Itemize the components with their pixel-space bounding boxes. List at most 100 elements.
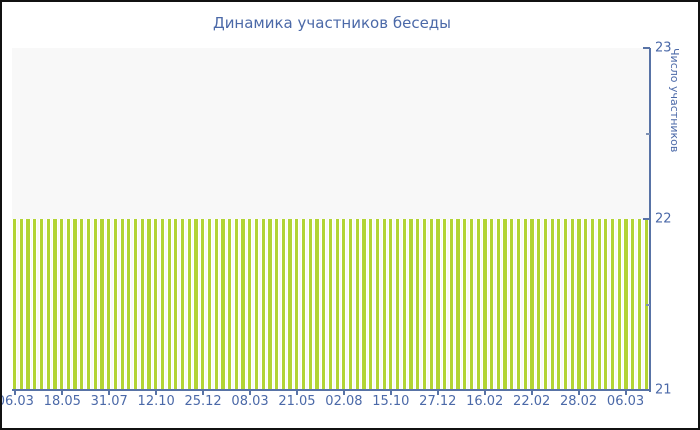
x-axis-tick-label: 25.12: [184, 394, 222, 409]
x-axis-tick: [342, 391, 345, 395]
bar: [193, 219, 199, 390]
bar: [347, 219, 354, 390]
bar: [99, 219, 105, 390]
bar: [529, 219, 535, 390]
bar: [287, 219, 293, 390]
bar: [636, 219, 643, 390]
x-axis-tick: [483, 391, 486, 395]
y-axis-minor-tick: [646, 132, 650, 135]
bar: [556, 219, 562, 390]
bar: [307, 219, 313, 390]
bar: [462, 219, 468, 390]
bar: [52, 219, 58, 390]
x-axis-tick-label: 22.02: [513, 394, 551, 409]
bar: [85, 219, 92, 390]
y-axis-major-tick: [643, 389, 650, 391]
bar: [327, 219, 333, 390]
bar: [32, 219, 38, 390]
y-axis-minor-tick: [646, 303, 650, 306]
bar: [576, 219, 582, 390]
x-axis-tick-label: 31.07: [90, 394, 128, 409]
bar: [153, 219, 159, 390]
bar: [368, 219, 374, 390]
bar: [146, 219, 152, 390]
bar: [18, 219, 24, 390]
bar: [448, 219, 454, 390]
bar: [515, 219, 522, 390]
x-axis-tick-label: 06.03: [0, 394, 34, 409]
bar: [536, 219, 542, 390]
y-axis-tick-label: 22: [655, 211, 672, 227]
bar: [267, 219, 273, 390]
bar: [38, 219, 45, 390]
x-axis-tick-label: 18.05: [43, 394, 81, 409]
bar: [59, 219, 65, 390]
bar: [623, 219, 629, 390]
bar: [381, 219, 387, 390]
bar: [45, 219, 51, 390]
bars-container: [12, 48, 649, 390]
x-axis-tick: [14, 391, 17, 395]
bar: [408, 219, 414, 390]
bar: [233, 219, 239, 390]
bar: [300, 219, 307, 390]
bar: [72, 219, 78, 390]
bar: [354, 219, 360, 390]
bar: [253, 219, 260, 390]
bar: [442, 219, 448, 390]
bar: [213, 219, 219, 390]
bar: [65, 219, 71, 390]
x-axis-tick: [389, 391, 392, 395]
bar: [92, 219, 98, 390]
bar: [415, 219, 421, 390]
x-axis-tick: [530, 391, 533, 395]
bar: [502, 219, 508, 390]
x-axis-tick-label: 06.03: [606, 394, 645, 409]
bar: [374, 219, 381, 390]
x-axis-tick-label: 16.02: [466, 394, 504, 409]
bar: [186, 219, 192, 390]
bar: [106, 219, 112, 390]
bar: [583, 219, 589, 390]
y-axis-tick-label: 21: [655, 382, 672, 398]
x-axis-line: [12, 389, 651, 391]
bar: [603, 219, 609, 390]
x-axis-tick: [202, 391, 205, 395]
bar: [455, 219, 461, 390]
bar: [200, 219, 206, 390]
bar: [522, 219, 528, 390]
bar: [475, 219, 481, 390]
bar: [206, 219, 213, 390]
bar: [280, 219, 286, 390]
y-axis-title: Число участников: [668, 48, 681, 153]
bar: [388, 219, 394, 390]
bar: [394, 219, 401, 390]
bar: [126, 219, 132, 390]
y-axis-major-tick: [643, 218, 650, 220]
bar: [609, 219, 616, 390]
x-axis-tick-label: 15.10: [372, 394, 410, 409]
bar: [630, 219, 636, 390]
bar: [616, 219, 622, 390]
bar: [139, 219, 145, 390]
bar: [79, 219, 85, 390]
bar: [569, 219, 575, 390]
bar: [173, 219, 179, 390]
bar: [240, 219, 246, 390]
x-axis-tick-label: 21.05: [278, 394, 316, 409]
bar: [542, 219, 548, 390]
plot-area: [12, 48, 651, 390]
x-axis-tick-label: 02.08: [325, 394, 363, 409]
bar: [166, 219, 172, 390]
bar: [321, 219, 327, 390]
bar: [482, 219, 488, 390]
bar: [421, 219, 428, 390]
bar: [334, 219, 340, 390]
x-axis-tick-label: 28.02: [559, 394, 598, 409]
x-axis-tick: [61, 391, 64, 395]
chart-title: Динамика участников беседы: [212, 14, 452, 32]
bar: [227, 219, 233, 390]
bar: [25, 219, 31, 390]
bar: [260, 219, 266, 390]
